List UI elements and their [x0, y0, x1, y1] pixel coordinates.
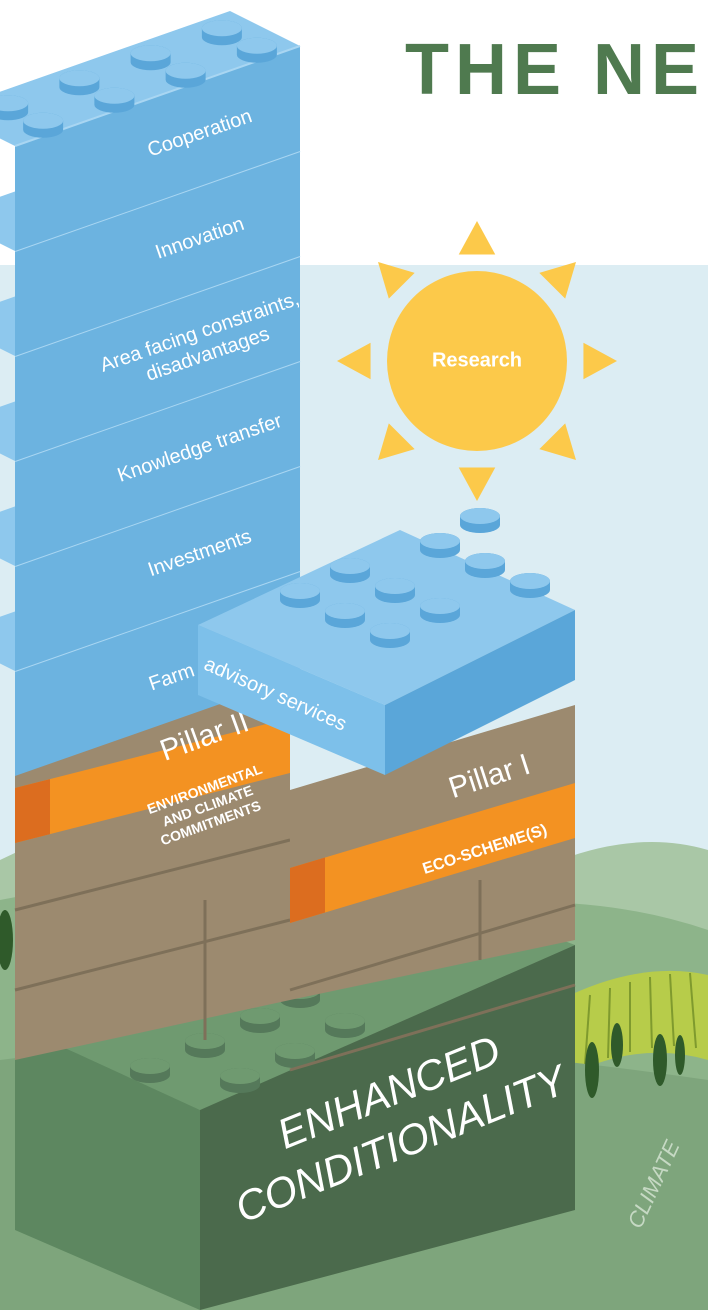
stud-top: [280, 583, 320, 599]
stud-top: [59, 70, 99, 86]
stud-top: [420, 598, 460, 614]
label: Research: [432, 349, 522, 371]
orange-edge: [290, 858, 325, 923]
orange-edge: [15, 779, 50, 843]
stud-top: [460, 508, 500, 524]
stud-top: [202, 20, 242, 36]
stud-top: [375, 578, 415, 594]
title: THE NE: [405, 30, 705, 110]
stud-top: [220, 1068, 260, 1084]
stud-top: [237, 38, 277, 54]
infographic: THE NE ResearchENHANCEDCONDITIONALITYPil…: [0, 0, 708, 1310]
stud-top: [275, 1043, 315, 1059]
stud-top: [465, 553, 505, 569]
stud-top: [325, 1013, 365, 1029]
stud-top: [166, 63, 206, 79]
stud-top: [131, 45, 171, 61]
stud-top: [330, 558, 370, 574]
stud-top: [325, 603, 365, 619]
stud-top: [420, 533, 460, 549]
stud-top: [240, 1008, 280, 1024]
stud-top: [94, 88, 134, 104]
stud-top: [510, 573, 550, 589]
stud-top: [130, 1058, 170, 1074]
sun-ray: [459, 221, 496, 255]
stud-top: [370, 623, 410, 639]
page: THE NE ResearchENHANCEDCONDITIONALITYPil…: [0, 0, 708, 1310]
stud-top: [23, 113, 63, 129]
